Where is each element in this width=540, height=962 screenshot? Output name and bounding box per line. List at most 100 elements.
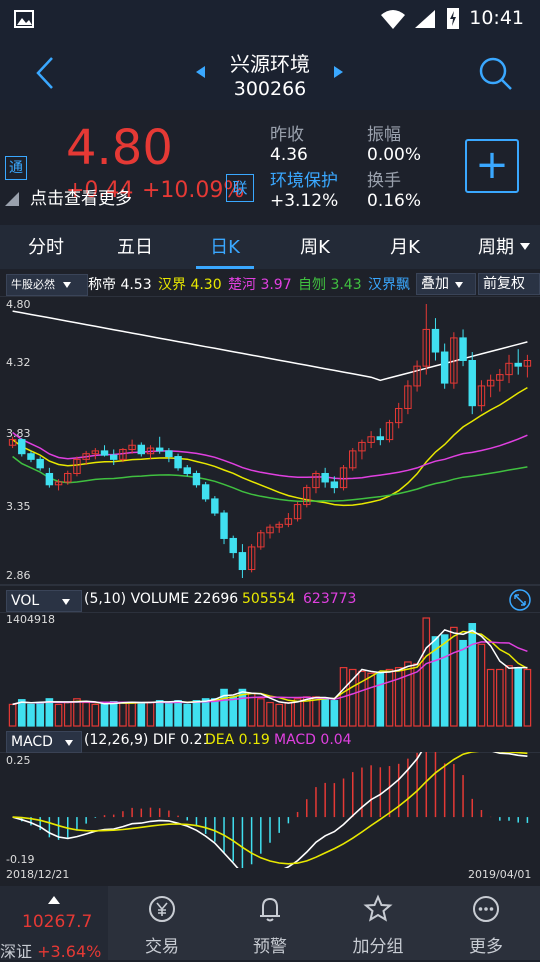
nav-more[interactable]: 更多	[432, 894, 540, 957]
search-icon[interactable]	[478, 56, 514, 92]
macd-value: MACD 0.04	[274, 732, 352, 748]
candle-body	[220, 512, 228, 539]
sector-change: +3.12%	[270, 191, 339, 211]
stat-value-prevclose: 4.36	[270, 145, 308, 165]
date-end: 2019/04/01	[468, 868, 532, 881]
volume-bar	[422, 617, 431, 727]
candle-body	[247, 546, 256, 571]
adjust-select[interactable]: 前复权	[478, 273, 540, 295]
candle-body	[385, 422, 394, 441]
volume-bar	[404, 661, 412, 727]
indicator-dropdown-icon	[62, 282, 71, 288]
volume-bar	[348, 668, 357, 727]
tab-monthly-k[interactable]: 月K	[390, 237, 420, 258]
candle-body	[413, 365, 421, 387]
stat-value-amplitude: 0.00%	[367, 145, 422, 165]
stat-value-turnover: 0.16%	[367, 191, 422, 211]
candle-body	[257, 532, 265, 548]
overlay-select[interactable]: 叠加	[416, 273, 476, 295]
battery-icon	[447, 8, 459, 29]
macd-dea: DEA 0.19	[205, 732, 270, 748]
volume-bar	[45, 698, 54, 727]
volume-bar	[63, 701, 72, 727]
lian-badge[interactable]: 联	[226, 174, 254, 202]
nav-trade[interactable]: 交易	[108, 894, 216, 957]
candle-body	[192, 472, 201, 486]
candle-body	[349, 450, 357, 469]
next-stock-icon[interactable]	[334, 66, 344, 78]
volume-bar	[440, 634, 449, 727]
candle-body	[367, 436, 375, 443]
candle-body	[82, 453, 90, 460]
volume-bar	[312, 696, 320, 727]
candle-body	[91, 450, 100, 455]
volume-bar	[109, 700, 118, 727]
vol-select[interactable]: VOL	[6, 590, 82, 612]
candle-body	[73, 458, 81, 474]
candle-body	[229, 537, 237, 554]
candle-body	[110, 454, 118, 460]
volume-bar	[17, 699, 26, 727]
volume-bar	[155, 700, 164, 727]
nav-alert[interactable]: 预警	[216, 894, 324, 957]
volume-bar	[339, 667, 348, 727]
dea-line	[12, 752, 528, 865]
candle-body	[155, 447, 164, 452]
fullscreen-icon[interactable]	[508, 588, 532, 612]
candle-body	[293, 504, 302, 520]
macd-axis-max: 0.25	[6, 754, 31, 767]
macd-chart[interactable]	[0, 752, 540, 868]
volume-bar	[385, 668, 394, 727]
price-axis-4: 3.35	[6, 500, 31, 513]
indicator-select[interactable]: 牛股必然	[6, 274, 88, 296]
index-quote[interactable]: 10267.7 深证 +3.64%	[0, 886, 108, 961]
ma5-label: 汉界飘	[368, 277, 410, 293]
volume-bar	[284, 701, 293, 727]
price-change: +0.44	[66, 178, 134, 203]
volume-chart[interactable]	[0, 612, 540, 728]
volume-bar	[8, 703, 17, 727]
ma4-label: 自刎 3.43	[298, 277, 362, 293]
volume-bar	[293, 698, 302, 727]
ma3-label: 楚河 3.97	[228, 277, 292, 293]
candle-body	[201, 484, 210, 500]
candle-body	[284, 518, 293, 525]
ma1-label: 称帝 4.53	[88, 277, 152, 293]
period-dropdown-icon[interactable]	[520, 243, 530, 251]
candle-body	[275, 523, 283, 528]
macd-axis-min: -0.19	[6, 853, 35, 866]
kline-chart[interactable]	[0, 296, 540, 586]
nav-add-group[interactable]: 加分组	[324, 894, 432, 957]
vol-dropdown-icon	[61, 599, 70, 605]
more-link[interactable]: 点击查看更多	[30, 189, 132, 209]
macd-select[interactable]: MACD	[6, 731, 82, 753]
tab-daily-k[interactable]: 日K	[210, 237, 240, 258]
tab-intraday[interactable]: 分时	[28, 237, 64, 258]
expand-corner-icon	[5, 192, 19, 206]
volume-bar	[505, 665, 513, 727]
volume-bar	[358, 670, 366, 727]
more-icon	[473, 896, 499, 922]
candle-body	[27, 453, 35, 460]
tab-period[interactable]: 周期	[478, 237, 514, 258]
tab-five-day[interactable]: 五日	[117, 237, 153, 258]
prev-stock-icon[interactable]	[196, 66, 206, 78]
sector-link[interactable]: 环境保护	[270, 171, 338, 191]
volume-bar	[256, 698, 265, 727]
volume-bar	[36, 701, 44, 727]
gallery-icon	[14, 10, 34, 28]
candle-body	[303, 487, 311, 506]
volume-bar	[211, 698, 219, 727]
volume-bar	[174, 700, 182, 727]
add-watchlist-button[interactable]: +	[465, 139, 519, 193]
volume-bar	[201, 698, 210, 727]
volume-bar	[486, 668, 495, 727]
candle-body	[330, 481, 339, 489]
candle-body	[404, 385, 412, 410]
index-value: 10267.7	[22, 912, 93, 932]
tong-badge[interactable]: 通	[5, 156, 27, 180]
candle-body	[54, 481, 63, 486]
current-price: 4.80	[66, 120, 173, 176]
back-icon[interactable]	[34, 56, 56, 90]
tab-weekly-k[interactable]: 周K	[300, 237, 330, 258]
